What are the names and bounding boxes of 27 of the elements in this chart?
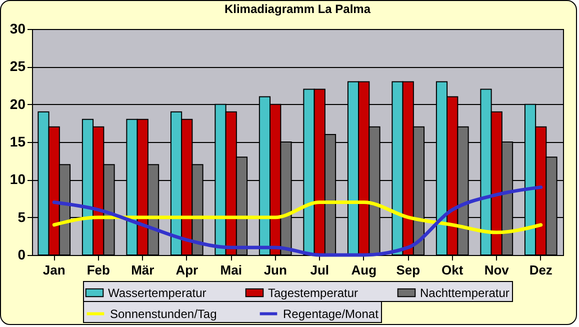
x-tick-label: Okt [442,262,464,278]
x-tick-label: Jan [42,262,66,278]
x-tick-label: Jul [310,262,330,278]
legend-label: Nachttemperatur [420,286,510,300]
y-tick-label: 15 [10,134,26,150]
x-tick-label: Mai [220,262,242,278]
y-tick-label: 20 [10,96,26,112]
y-tick-label: 25 [10,58,26,74]
y-tick-label: 10 [10,171,26,188]
x-tick-label: Aug [351,262,377,278]
chart-title: Klimadiagramm La Palma [224,2,371,16]
x-tick-label: Jun [264,262,287,278]
legend-label: Tagestemperatur [268,286,358,300]
x-tick-label: Mär [131,262,154,278]
x-tick-label: Nov [484,262,510,278]
legend-label: Sonnenstunden/Tag [110,306,217,321]
y-tick-label: 5 [18,208,26,225]
x-tick-label: Sep [396,262,420,278]
y-tick-label: 0 [18,246,26,262]
line-series [52,185,543,257]
legend-label: Wassertemperatur [108,286,206,300]
x-tick-label: Apr [176,262,198,278]
y-tick-label: 30 [10,20,26,36]
line-series [52,200,543,234]
x-tick-label: Dez [529,262,553,278]
x-tick-label: Feb [86,262,110,278]
legend-label: Regentage/Monat [283,306,380,321]
